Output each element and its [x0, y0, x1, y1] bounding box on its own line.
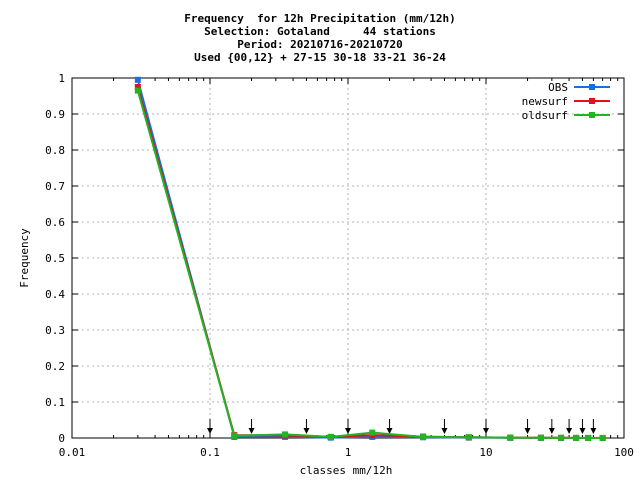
- arrow-head: [386, 428, 393, 434]
- series-line-oldsurf: [136, 90, 603, 439]
- class-limit-arrow: [566, 419, 573, 434]
- class-limit-arrow: [590, 419, 597, 434]
- data-point: [134, 84, 141, 90]
- data-point: [420, 433, 427, 440]
- series-OBS: [134, 76, 606, 441]
- y-tick-label: 0.3: [45, 324, 65, 337]
- arrow-head: [345, 428, 351, 434]
- arrow-head: [579, 428, 586, 434]
- arrow-head: [483, 428, 489, 434]
- y-tick-label: 1: [58, 72, 65, 85]
- axis-ticks: 0 0.1 0.2 0.3 0.4 0.5 0.6 0.7 0.8 0.9 1 0.01 0.1 1 10 1…: [45, 72, 634, 459]
- y-tick-label: 0.6: [45, 216, 65, 229]
- arrow-head: [248, 428, 255, 434]
- x-axis-label: classes mm/12h: [300, 464, 393, 477]
- x-tick-label: 0.1: [200, 446, 220, 459]
- series-line-newsurf: [136, 86, 603, 439]
- class-limit-arrow: [483, 419, 489, 434]
- legend-marker: [589, 84, 595, 90]
- title-line-3: Period: 20210716-20210720: [237, 38, 403, 51]
- title-line-4: Used {00,12} + 27-15 30-18 33-21 36-24: [194, 51, 446, 64]
- arrow-head: [566, 428, 573, 434]
- legend-marker: [589, 98, 595, 104]
- series-oldsurf: [134, 87, 606, 441]
- legend-marker: [589, 112, 595, 118]
- y-tick-label: 0.2: [45, 360, 65, 373]
- legend-entry-OBS: OBS: [548, 81, 610, 94]
- data-point: [282, 431, 289, 438]
- data-point: [537, 434, 544, 441]
- title-line-2: Selection: Gotaland 44 stations: [204, 25, 436, 38]
- y-tick-label: 0: [58, 432, 65, 445]
- y-tick-label: 0.1: [45, 396, 65, 409]
- class-limit-arrows: [207, 419, 597, 434]
- y-axis-label: Frequency: [18, 228, 31, 288]
- class-limit-arrow: [548, 419, 555, 434]
- y-tick-label: 0.5: [45, 252, 65, 265]
- legend-label: OBS: [548, 81, 568, 94]
- title-line-1: Frequency for 12h Precipitation (mm/12h): [184, 12, 456, 25]
- y-tick-label: 0.7: [45, 180, 65, 193]
- series-group: [134, 76, 606, 441]
- series-newsurf: [134, 84, 606, 441]
- data-point: [134, 87, 141, 94]
- legend-label: newsurf: [522, 95, 568, 108]
- grid-lines: [72, 78, 624, 438]
- x-tick-label: 10: [479, 446, 492, 459]
- class-limit-arrow: [345, 419, 351, 434]
- class-limit-arrow: [248, 419, 255, 434]
- data-point: [507, 434, 514, 441]
- data-point: [558, 434, 565, 441]
- arrow-head: [207, 428, 213, 434]
- arrow-head: [303, 428, 310, 434]
- data-point: [573, 434, 580, 441]
- series-line-OBS: [136, 79, 603, 439]
- x-tick-label: 0.01: [59, 446, 86, 459]
- class-limit-arrow: [386, 419, 393, 434]
- class-limit-arrow: [579, 419, 586, 434]
- class-limit-arrow: [441, 419, 448, 434]
- y-tick-label: 0.9: [45, 108, 65, 121]
- arrow-head: [548, 428, 555, 434]
- legend-entry-oldsurf: oldsurf: [522, 109, 610, 122]
- x-tick-label: 100: [614, 446, 634, 459]
- data-point: [465, 434, 472, 441]
- data-point: [599, 434, 606, 441]
- class-limit-arrow: [524, 419, 531, 434]
- arrow-head: [590, 428, 597, 434]
- data-point: [134, 76, 141, 83]
- data-point: [231, 432, 238, 439]
- data-point: [327, 433, 334, 440]
- legend-label: oldsurf: [522, 109, 568, 122]
- arrow-head: [441, 428, 448, 434]
- class-limit-arrow: [207, 419, 213, 434]
- data-point: [369, 429, 376, 436]
- x-tick-label: 1: [345, 446, 352, 459]
- data-point: [585, 434, 592, 441]
- class-limit-arrow: [303, 419, 310, 434]
- y-tick-label: 0.8: [45, 144, 65, 157]
- y-tick-label: 0.4: [45, 288, 65, 301]
- arrow-head: [524, 428, 531, 434]
- legend-entry-newsurf: newsurf: [522, 95, 610, 108]
